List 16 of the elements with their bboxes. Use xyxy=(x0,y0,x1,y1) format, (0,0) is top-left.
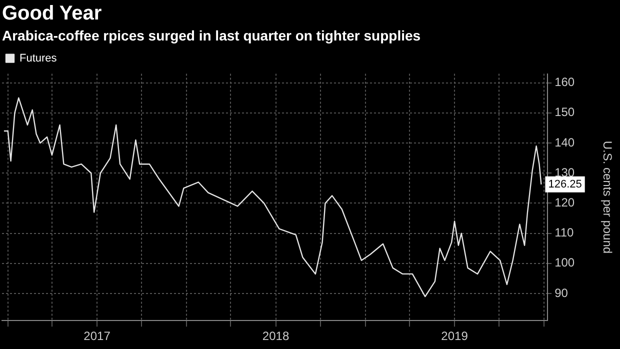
y-tick-label: 140 xyxy=(554,135,575,150)
y-tick-label: 120 xyxy=(554,196,575,210)
y-tick-label: 110 xyxy=(554,226,574,240)
chart-subtitle: Arabica-coffee rpices surged in last quarter on tighter supplies xyxy=(2,27,421,44)
y-tick-label: 130 xyxy=(554,165,575,180)
y-tick-label: 90 xyxy=(554,286,568,300)
y-tick-label: 150 xyxy=(554,105,575,120)
annotation: 126.25 xyxy=(548,178,582,190)
y-axis-title: U.S. cents per pound xyxy=(600,140,614,254)
x-tick-label: 2017 xyxy=(84,329,111,344)
y-tick-label: 160 xyxy=(554,75,575,90)
y-tick-label: 100 xyxy=(554,256,575,270)
legend-label: Futures xyxy=(20,52,58,64)
x-tick-label: 2018 xyxy=(262,329,290,344)
chart-title: Good Year xyxy=(2,2,102,25)
x-tick-label: 2019 xyxy=(441,329,468,344)
